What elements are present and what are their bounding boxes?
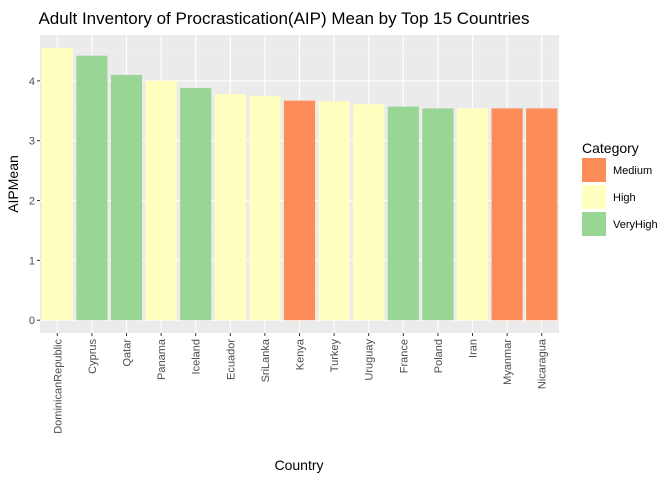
x-axis-title: Country [274, 457, 323, 473]
y-tick-label: 1 [29, 255, 35, 267]
legend: Category Medium High VeryHigh [582, 140, 658, 236]
y-axis-ticks: 0 1 2 3 4 [29, 76, 40, 327]
y-tick-label: 4 [29, 76, 35, 88]
x-tick-label: Poland [433, 339, 445, 373]
bars [41, 47, 558, 321]
bar-qatar [110, 74, 143, 321]
y-tick-label: 3 [29, 136, 35, 148]
x-tick-label: SriLanka [260, 338, 272, 382]
legend-key-high [582, 185, 606, 209]
legend-label: High [613, 192, 636, 204]
legend-title: Category [582, 140, 639, 156]
bar-ecuador [214, 94, 246, 321]
x-tick-label: Panama [156, 338, 168, 380]
x-tick-label: Iceland [191, 339, 203, 374]
bar-iceland [180, 88, 212, 321]
bar-france [387, 106, 419, 321]
y-axis-title: AIPMean [5, 155, 21, 213]
x-tick-label: Myanmar [502, 339, 514, 385]
bar-poland [422, 108, 454, 321]
bar-dominicanrepublic [41, 47, 73, 321]
chart-title: Adult Inventory of Procrastication(AIP) … [38, 9, 529, 28]
legend-label: VeryHigh [613, 219, 658, 231]
bar-turkey [318, 101, 350, 321]
y-tick-label: 0 [29, 315, 35, 327]
bar-kenya [283, 100, 316, 321]
bar-srilanka [249, 95, 281, 321]
x-tick-label: DominicanRepublic [52, 339, 64, 434]
bar-nicaragua [526, 108, 558, 321]
x-tick-label: Iran [468, 339, 480, 358]
x-tick-label: Nicaragua [537, 338, 549, 389]
bar-panama [145, 80, 177, 321]
x-tick-label: Uruguay [364, 339, 376, 381]
x-tick-label: Qatar [122, 339, 134, 367]
x-tick-label: Turkey [329, 339, 341, 373]
legend-label: Medium [613, 165, 652, 177]
x-tick-label: Cyprus [87, 339, 99, 374]
x-axis-ticks: DominicanRepublic Cyprus Qatar Panama Icelan… [52, 333, 549, 434]
x-tick-label: France [398, 339, 410, 373]
y-tick-label: 2 [29, 196, 35, 208]
legend-key-veryhigh [582, 212, 606, 236]
legend-key-medium [582, 158, 606, 182]
x-tick-label: Ecuador [225, 339, 237, 380]
bar-iran [456, 108, 489, 321]
bar-cyprus [76, 55, 108, 321]
x-tick-label: Kenya [295, 338, 307, 370]
bar-uruguay [353, 104, 385, 321]
bar-myanmar [491, 108, 523, 321]
